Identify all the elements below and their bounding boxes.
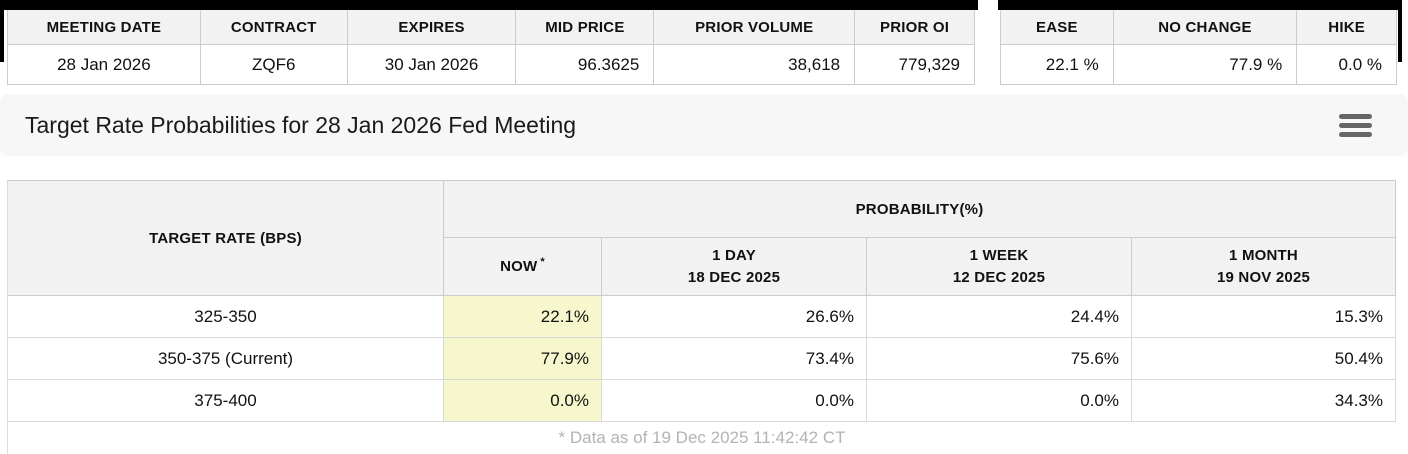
top-border-bar-right xyxy=(998,0,1402,10)
contract-value: ZQF6 xyxy=(200,45,348,85)
header-mid-price: MID PRICE xyxy=(516,10,655,45)
chart-context-menu-button[interactable] xyxy=(1332,105,1378,145)
now-probability: 22.1% xyxy=(444,296,602,338)
contract-summary-header-row: MEETING DATE CONTRACT EXPIRES MID PRICE … xyxy=(8,10,975,45)
mid-price-value: 96.3625 xyxy=(516,45,655,85)
no-change-value: 77.9 % xyxy=(1113,45,1298,85)
header-meeting-date: MEETING DATE xyxy=(8,10,201,45)
page-title: Target Rate Probabilities for 28 Jan 202… xyxy=(25,111,577,138)
month-probability: 34.3% xyxy=(1132,380,1396,422)
rate-action-data-row: 22.1 % 77.9 % 0.0 % xyxy=(1001,45,1397,85)
now-asterisk: * xyxy=(540,255,545,268)
day-probability: 73.4% xyxy=(602,338,867,380)
day-probability: 26.6% xyxy=(602,296,867,338)
month-probability: 50.4% xyxy=(1132,338,1396,380)
target-rate-label: 325-350 xyxy=(8,296,444,338)
meeting-date-value: 28 Jan 2026 xyxy=(8,45,201,85)
top-border-bar-left xyxy=(0,0,978,10)
prior-oi-value: 779,329 xyxy=(855,45,975,85)
column-header-1-month: 1 MONTH 19 NOV 2025 xyxy=(1132,238,1396,296)
header-expires: EXPIRES xyxy=(347,10,517,45)
prior-volume-value: 38,618 xyxy=(654,45,856,85)
probability-header: PROBABILITY(%) xyxy=(444,181,1396,238)
contract-summary-table: MEETING DATE CONTRACT EXPIRES MID PRICE … xyxy=(7,10,975,85)
week-probability: 0.0% xyxy=(867,380,1132,422)
expires-value: 30 Jan 2026 xyxy=(347,45,517,85)
hike-value: 0.0 % xyxy=(1297,45,1397,85)
header-prior-volume: PRIOR VOLUME xyxy=(654,10,856,45)
header-no-change: NO CHANGE xyxy=(1113,10,1298,45)
rate-action-table: EASE NO CHANGE HIKE 22.1 % 77.9 % 0.0 % xyxy=(1000,10,1397,85)
header-ease: EASE xyxy=(1001,10,1114,45)
target-rate-probability-table: TARGET RATE (BPS) PROBABILITY(%) NOW * 1 … xyxy=(7,180,1396,454)
hamburger-menu-icon xyxy=(1338,113,1372,119)
column-header-1-day: 1 DAY 18 DEC 2025 xyxy=(602,238,867,296)
target-rate-label: 350-375 (Current) xyxy=(8,338,444,380)
right-edge-rail xyxy=(1398,10,1402,62)
target-rate-header: TARGET RATE (BPS) xyxy=(8,181,444,296)
chart-title-bar: Target Rate Probabilities for 28 Jan 202… xyxy=(0,94,1408,156)
rate-action-header-row: EASE NO CHANGE HIKE xyxy=(1001,10,1397,45)
now-probability: 77.9% xyxy=(444,338,602,380)
data-asof-footnote: * Data as of 19 Dec 2025 11:42:42 CT xyxy=(8,422,1396,454)
header-contract: CONTRACT xyxy=(200,10,348,45)
header-hike: HIKE xyxy=(1297,10,1397,45)
column-header-1-week: 1 WEEK 12 DEC 2025 xyxy=(867,238,1132,296)
week-probability: 75.6% xyxy=(867,338,1132,380)
target-rate-label: 375-400 xyxy=(8,380,444,422)
left-edge-rail xyxy=(0,10,4,62)
day-probability: 0.0% xyxy=(602,380,867,422)
header-prior-oi: PRIOR OI xyxy=(855,10,975,45)
month-probability: 15.3% xyxy=(1132,296,1396,338)
column-header-now: NOW * xyxy=(444,238,602,296)
ease-value: 22.1 % xyxy=(1001,45,1114,85)
now-probability: 0.0% xyxy=(444,380,602,422)
week-probability: 24.4% xyxy=(867,296,1132,338)
contract-summary-data-row: 28 Jan 2026 ZQF6 30 Jan 2026 96.3625 38,… xyxy=(8,45,975,85)
